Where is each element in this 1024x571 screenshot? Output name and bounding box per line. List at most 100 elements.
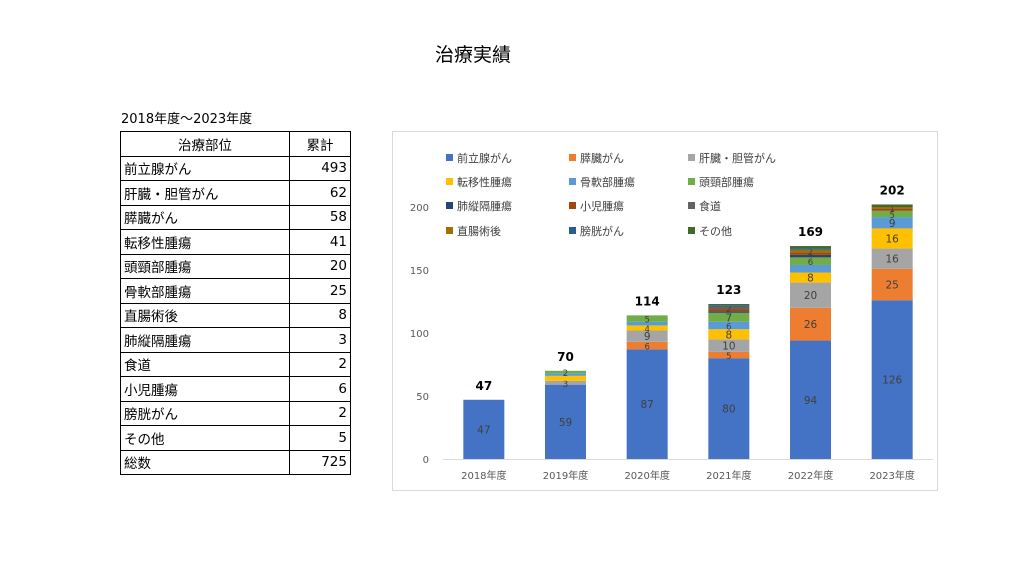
bar-segment	[871, 228, 913, 249]
data-label: 25	[885, 279, 898, 291]
bar-segment	[790, 282, 831, 308]
table-row: 総数 725	[120, 449, 351, 475]
bar-segment	[790, 246, 831, 249]
legend-swatch	[569, 178, 576, 185]
chart-area: 0 50 100 150 200 47 47 2018年度 59 3 2 70 2019年度 87 6 9 4 5…	[392, 131, 938, 491]
bar-segment	[463, 399, 505, 459]
data-label: 47	[477, 424, 490, 436]
table-row: 肺縦隔腫瘍 3	[120, 327, 351, 353]
data-label: 7	[725, 312, 732, 324]
table-cell-total: 725	[289, 449, 351, 475]
table-cell-total: 493	[289, 155, 351, 181]
y-tick-label: 150	[410, 266, 429, 277]
bar-segment	[545, 384, 586, 459]
bar-segment	[708, 321, 750, 330]
table-cell-total: 6	[289, 376, 351, 402]
data-label: 9	[889, 218, 896, 230]
table-cell-total: 2	[289, 400, 351, 426]
data-label: 126	[882, 375, 902, 387]
bar-segment	[708, 358, 750, 459]
data-label: 3	[563, 380, 568, 390]
data-label: 2	[563, 369, 568, 379]
total-label: 202	[880, 183, 905, 197]
legend-item: 頭頸部腫瘍	[688, 174, 754, 190]
bar-segment	[626, 349, 668, 459]
total-label: 70	[557, 350, 574, 364]
total-label: 114	[635, 294, 660, 308]
table-cell-total: 20	[289, 253, 351, 279]
table-row: 食道 2	[120, 351, 351, 377]
legend-swatch	[688, 227, 695, 234]
bar-segment	[545, 370, 586, 374]
bar-segment	[790, 252, 831, 255]
table-row: 転移性腫瘍 41	[120, 229, 351, 255]
y-tick-label: 200	[410, 203, 429, 214]
table-cell-site: 転移性腫瘍	[120, 229, 290, 255]
table-cell-total: 3	[289, 327, 351, 353]
legend-item: 前立腺がん	[446, 150, 512, 166]
data-label: 2	[726, 305, 731, 315]
data-label: 10	[722, 341, 735, 353]
bar-segment	[790, 249, 831, 253]
table-cell-total: 25	[289, 278, 351, 304]
legend-label: 膀胱がん	[580, 225, 624, 238]
bar-segment	[871, 204, 913, 207]
bar-segment	[871, 207, 913, 209]
legend-swatch	[688, 154, 695, 161]
bar-segment	[545, 373, 586, 376]
legend-swatch	[446, 227, 453, 234]
table-row: 前立腺がん 493	[120, 155, 351, 181]
legend-item: 転移性腫瘍	[446, 174, 512, 190]
data-label: 16	[885, 234, 899, 246]
legend-item: その他	[688, 223, 732, 239]
page-title: 治療実績	[434, 44, 511, 66]
bar-segment	[626, 321, 668, 326]
legend-item: 直腸術後	[446, 223, 501, 239]
bar-segment	[871, 300, 913, 459]
legend-label: 骨軟部腫瘍	[580, 176, 635, 189]
table-cell-site: 膀胱がん	[120, 400, 290, 426]
stacked-bar-chart: 05010015020047472018年度5932702019年度876945…	[410, 183, 933, 482]
table-cell-site: 肺縦隔腫瘍	[120, 327, 290, 353]
legend-swatch	[446, 202, 453, 209]
bar-segment	[790, 340, 831, 459]
data-label: 1	[889, 205, 894, 215]
table-row: 直腸術後 8	[120, 302, 351, 328]
table-cell-site: 骨軟部腫瘍	[120, 278, 290, 304]
y-tick-label: 0	[423, 455, 429, 466]
data-label: 2	[808, 248, 813, 258]
summary-table: 治療部位 累計 前立腺がん 493 肝臓・胆管がん 62 膵臓がん 58 転移性腫瘍 41 頭頸…	[120, 131, 351, 475]
table-cell-site: 総数	[120, 449, 290, 475]
total-label: 169	[798, 225, 823, 239]
data-label: 16	[885, 254, 899, 266]
legend-item: 肺縦隔腫瘍	[446, 198, 512, 214]
legend-item: 食道	[688, 198, 721, 214]
table-cell-total: 5	[289, 425, 351, 451]
legend-label: 小児腫瘍	[580, 200, 624, 213]
data-label: 80	[722, 404, 735, 416]
data-label: 5	[889, 211, 894, 221]
legend-item: 小児腫瘍	[569, 198, 624, 214]
bar-segment	[871, 268, 913, 301]
legend-label: 頭頸部腫瘍	[699, 176, 754, 189]
bar-segment	[708, 351, 750, 359]
legend-item: 膀胱がん	[569, 223, 624, 239]
data-label: 9	[644, 331, 651, 343]
bar-segment	[708, 306, 750, 310]
legend-label: 転移性腫瘍	[457, 176, 512, 189]
legend-swatch	[569, 227, 576, 234]
table-cell-total: 2	[289, 351, 351, 377]
bar-segment	[790, 257, 831, 265]
legend-label: 膵臓がん	[580, 152, 624, 165]
table-cell-site: 直腸術後	[120, 302, 290, 328]
column-header-total: 累計	[289, 131, 351, 157]
bar-segment	[871, 248, 913, 269]
legend-item: 膵臓がん	[569, 150, 624, 166]
data-label: 4	[644, 325, 649, 335]
bar-segment	[871, 208, 913, 211]
table-row: 小児腫瘍 6	[120, 376, 351, 402]
table-cell-site: 頭頸部腫瘍	[120, 253, 290, 279]
table-cell-total: 62	[289, 180, 351, 206]
data-label: 6	[726, 322, 731, 332]
bar-segment	[708, 311, 750, 313]
